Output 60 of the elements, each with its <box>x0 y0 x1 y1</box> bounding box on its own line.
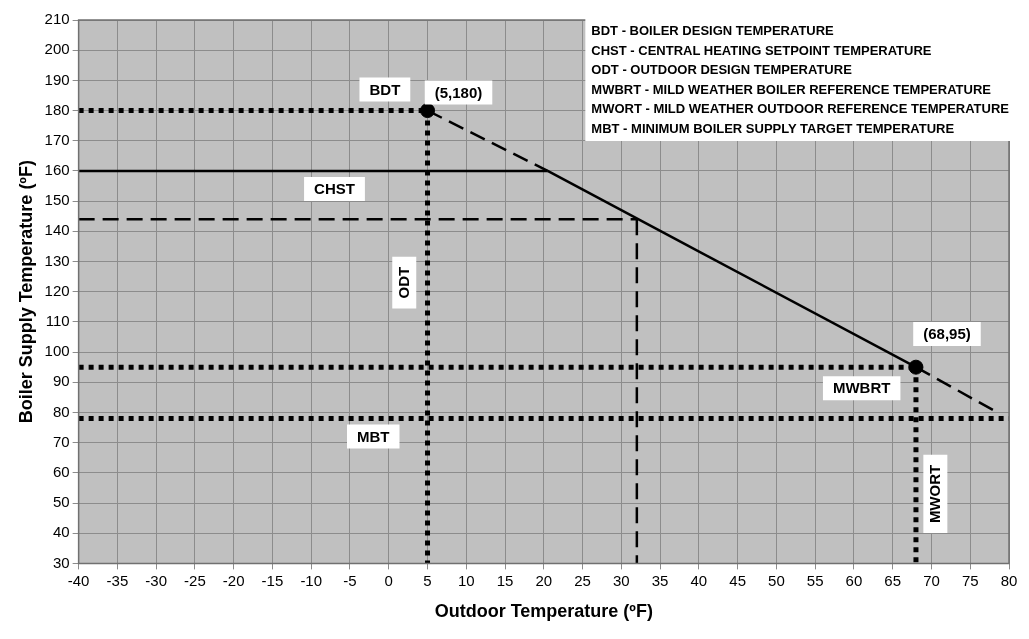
annotation: MBT - MINIMUM BOILER SUPPLY TARGET TEMPERATURE <box>591 120 955 136</box>
x-tick-label: -40 <box>67 571 90 589</box>
annotation: BDT - BOILER DESIGN TEMPERATURE <box>591 23 835 39</box>
annotation: ODT <box>395 266 413 299</box>
x-tick-label: -20 <box>222 571 245 589</box>
annotation: CHST - CENTRAL HEATING SETPOINT TEMPERATURE <box>591 42 932 58</box>
annotation: (5,180) <box>434 83 483 101</box>
annotation: MWORT - MILD WEATHER OUTDOOR REFERENCE TEMPERATURE <box>591 101 1010 117</box>
y-tick-label: 190 <box>44 70 70 88</box>
x-tick-label: 70 <box>923 571 940 589</box>
y-tick-label: 70 <box>52 432 70 450</box>
y-tick-label: 180 <box>44 100 70 118</box>
x-tick-label: 60 <box>845 571 863 589</box>
annotation: MBT <box>357 427 390 445</box>
y-tick-label: 30 <box>52 553 70 571</box>
x-tick-label: 35 <box>651 571 669 589</box>
annotation: ODT - OUTDOOR DESIGN TEMPERATURE <box>591 62 853 78</box>
x-tick-label: 25 <box>574 571 591 589</box>
y-tick-label: 160 <box>44 161 70 179</box>
y-tick-label: 60 <box>52 462 70 480</box>
y-tick-label: 170 <box>44 130 70 148</box>
x-tick-label: 15 <box>496 571 514 589</box>
x-tick-label: -10 <box>300 571 323 589</box>
x-tick-label: -30 <box>145 571 167 589</box>
x-tick-label: 45 <box>729 571 746 589</box>
x-tick-label: -5 <box>343 571 357 589</box>
x-tick-label: 5 <box>423 571 432 589</box>
annotation: MWBRT <box>832 379 891 397</box>
x-tick-label: -35 <box>106 571 129 589</box>
x-tick-label: 30 <box>613 571 630 589</box>
x-tick-label: 20 <box>535 571 553 589</box>
x-tick-label: -15 <box>261 571 284 589</box>
y-tick-label: 100 <box>44 342 70 360</box>
y-axis-title: Boiler Supply Temperature (ºF) <box>15 160 36 424</box>
x-tick-label: 55 <box>806 571 824 589</box>
y-tick-label: 150 <box>44 191 70 209</box>
x-tick-label: 80 <box>1000 571 1018 589</box>
x-axis-title: Outdoor Temperature (ºF) <box>434 601 653 622</box>
annotation: CHST <box>314 180 355 198</box>
y-tick-label: 140 <box>44 221 70 239</box>
y-tick-label: 110 <box>45 312 70 330</box>
annotation: BDT <box>369 80 401 98</box>
annotation: (68,95) <box>923 325 971 343</box>
y-tick-label: 200 <box>44 40 70 58</box>
x-tick-label: 40 <box>690 571 708 589</box>
x-tick-label: 75 <box>961 571 979 589</box>
x-tick-label: 65 <box>884 571 902 589</box>
x-tick-label: -25 <box>184 571 206 589</box>
x-tick-label: 50 <box>768 571 785 589</box>
x-tick-label: 0 <box>384 571 393 589</box>
y-tick-label: 210 <box>44 10 70 28</box>
y-tick-label: 130 <box>44 251 70 269</box>
y-tick-label: 40 <box>52 523 70 541</box>
annotation: MWORT <box>926 464 944 524</box>
y-tick-label: 80 <box>52 402 70 420</box>
y-tick-label: 90 <box>52 372 70 390</box>
y-tick-label: 120 <box>44 281 70 299</box>
x-tick-label: 10 <box>457 571 475 589</box>
y-tick-label: 50 <box>52 493 70 511</box>
annotation: MWBRT - MILD WEATHER BOILER REFERENCE TEMPERATURE <box>591 81 992 97</box>
